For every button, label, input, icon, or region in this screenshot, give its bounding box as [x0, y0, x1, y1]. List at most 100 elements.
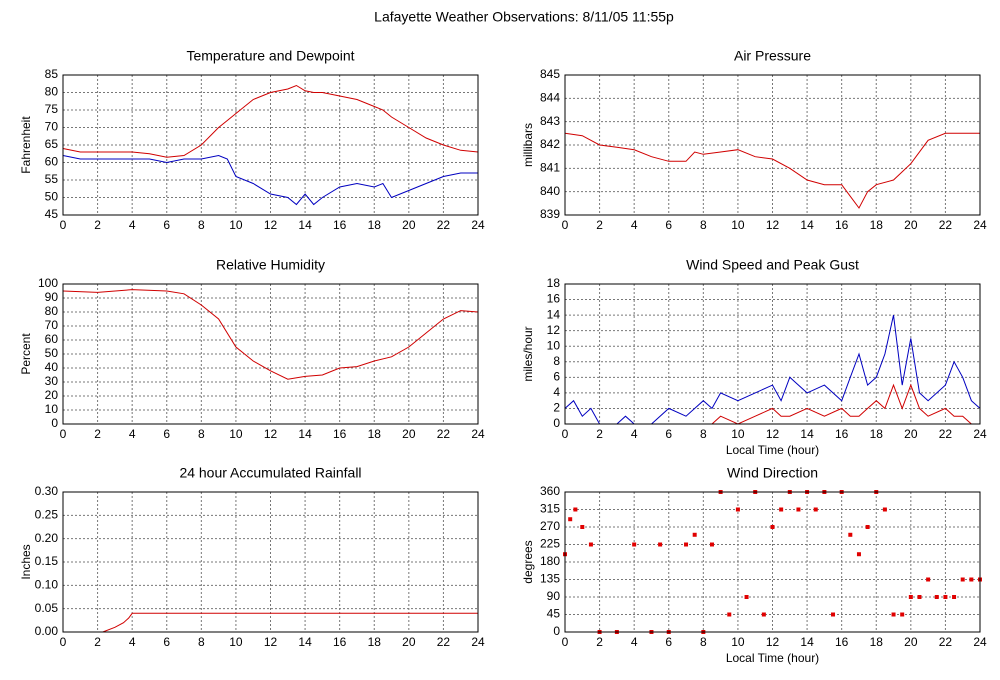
x-tick-label: 4: [631, 427, 638, 441]
data-point: [779, 507, 784, 512]
x-tick-label: 16: [333, 218, 347, 232]
y-tick-label: 2: [553, 401, 560, 415]
data-point: [848, 532, 853, 537]
y-tick-label: 844: [540, 91, 560, 105]
data-point: [568, 517, 573, 522]
y-tick-label: 0: [553, 624, 560, 638]
x-axis-label: Local Time (hour): [726, 651, 819, 665]
x-tick-label: 24: [471, 427, 485, 441]
data-point: [831, 612, 836, 617]
y-axis-label: miles/hour: [521, 326, 535, 381]
y-tick-label: 0: [553, 416, 560, 430]
y-tick-label: 0.00: [35, 624, 59, 638]
data-line: [564, 314, 981, 425]
chart-title: Wind Speed and Peak Gust: [686, 257, 859, 273]
chart-title: Wind Direction: [727, 465, 818, 481]
y-axis-label: millibars: [521, 123, 535, 167]
data-point: [969, 577, 974, 582]
page-title: Lafayette Weather Observations: 8/11/05 …: [374, 9, 674, 25]
data-point: [744, 595, 749, 599]
data-line: [62, 289, 479, 380]
x-tick-label: 18: [870, 635, 884, 649]
data-point: [856, 552, 861, 557]
y-tick-label: 135: [540, 572, 560, 586]
x-tick-label: 16: [835, 427, 849, 441]
x-tick-label: 2: [596, 218, 603, 232]
x-tick-label: 2: [94, 635, 101, 649]
x-tick-label: 22: [939, 218, 953, 232]
y-tick-label: 50: [45, 346, 59, 360]
y-tick-label: 14: [547, 307, 561, 321]
y-tick-label: 10: [547, 338, 561, 352]
y-tick-label: 0: [51, 416, 58, 430]
data-point: [709, 542, 714, 547]
x-tick-label: 0: [562, 427, 569, 441]
y-tick-label: 270: [540, 519, 560, 533]
data-point: [588, 542, 593, 547]
y-tick-label: 842: [540, 137, 560, 151]
y-tick-label: 80: [45, 85, 59, 99]
y-tick-label: 65: [45, 137, 59, 151]
y-axis-label: Percent: [19, 333, 33, 375]
x-tick-label: 10: [229, 635, 243, 649]
x-tick-label: 12: [264, 427, 278, 441]
x-tick-label: 22: [939, 635, 953, 649]
x-tick-label: 0: [60, 218, 67, 232]
x-tick-label: 24: [471, 635, 485, 649]
x-tick-label: 12: [766, 427, 780, 441]
x-tick-label: 0: [562, 635, 569, 649]
x-tick-label: 22: [437, 635, 451, 649]
x-tick-label: 18: [870, 218, 884, 232]
y-tick-label: 6: [553, 370, 560, 384]
x-tick-label: 12: [766, 635, 780, 649]
x-tick-label: 14: [298, 218, 312, 232]
y-tick-label: 315: [540, 502, 560, 516]
data-point: [917, 595, 922, 599]
y-tick-label: 80: [45, 304, 59, 318]
x-tick-label: 10: [229, 427, 243, 441]
x-tick-label: 18: [368, 218, 382, 232]
x-tick-label: 0: [60, 635, 67, 649]
x-tick-label: 22: [437, 218, 451, 232]
x-tick-label: 0: [562, 218, 569, 232]
y-tick-label: 60: [45, 332, 59, 346]
x-tick-label: 22: [939, 427, 953, 441]
y-tick-label: 20: [45, 388, 59, 402]
x-tick-label: 18: [368, 635, 382, 649]
y-tick-label: 839: [540, 207, 560, 221]
y-tick-label: 4: [553, 385, 560, 399]
plot-frame: [62, 491, 479, 633]
data-point: [658, 542, 663, 547]
x-tick-label: 18: [870, 427, 884, 441]
data-point: [573, 507, 578, 512]
x-tick-label: 14: [298, 427, 312, 441]
data-point: [960, 577, 965, 582]
y-tick-label: 841: [540, 161, 560, 175]
data-point: [770, 525, 775, 529]
data-point: [934, 595, 939, 599]
x-tick-label: 10: [731, 427, 745, 441]
x-tick-label: 24: [973, 635, 987, 649]
data-line: [564, 132, 980, 209]
plot-frame: [564, 283, 981, 425]
y-axis-label: degrees: [521, 540, 535, 583]
x-tick-label: 2: [94, 427, 101, 441]
data-point: [952, 595, 957, 599]
data-point: [891, 612, 896, 617]
x-tick-label: 16: [835, 635, 849, 649]
x-tick-label: 8: [700, 635, 707, 649]
x-tick-label: 8: [700, 218, 707, 232]
x-tick-label: 20: [904, 635, 918, 649]
x-tick-label: 6: [665, 635, 672, 649]
plot-frame: [62, 283, 479, 425]
y-tick-label: 100: [38, 276, 58, 290]
data-point: [735, 507, 740, 512]
y-tick-label: 60: [45, 155, 59, 169]
data-point: [900, 612, 905, 617]
y-tick-label: 75: [45, 102, 59, 116]
y-tick-label: 845: [540, 67, 560, 81]
x-tick-label: 4: [129, 218, 136, 232]
data-point: [632, 542, 637, 547]
y-tick-label: 55: [45, 172, 59, 186]
